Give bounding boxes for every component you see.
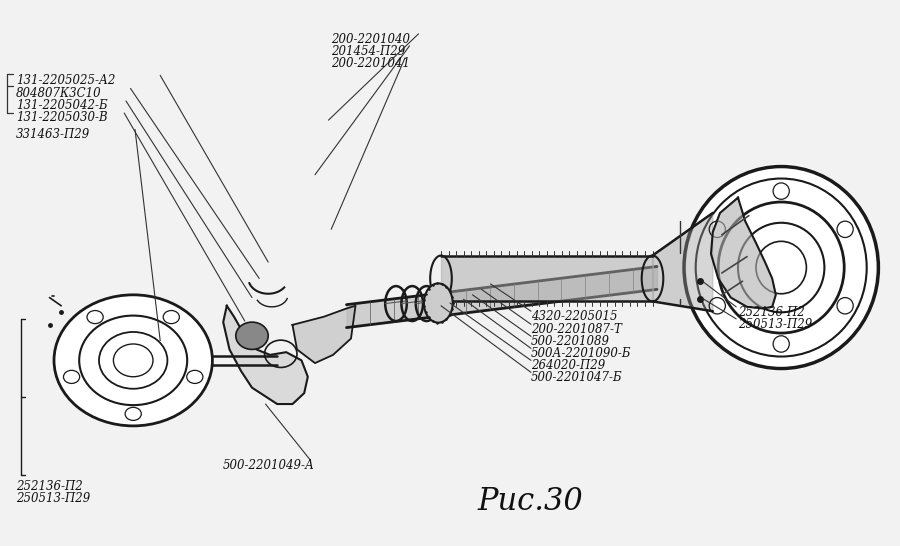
Text: 4320-2205015: 4320-2205015: [531, 310, 617, 323]
Ellipse shape: [236, 322, 268, 349]
Text: 264020-П29: 264020-П29: [531, 359, 605, 372]
Text: 252136-П2: 252136-П2: [738, 306, 805, 319]
Text: 200-2201040: 200-2201040: [331, 33, 410, 46]
Text: 500-2201089: 500-2201089: [531, 335, 610, 348]
Text: 131-2205042-Б: 131-2205042-Б: [16, 99, 108, 112]
Text: 200-2201041: 200-2201041: [331, 57, 410, 70]
Ellipse shape: [54, 295, 212, 426]
Text: 131-2205030-В: 131-2205030-В: [16, 111, 108, 124]
Text: 131-2205025-А2: 131-2205025-А2: [16, 74, 115, 87]
Text: 500А-2201090-Б: 500А-2201090-Б: [531, 347, 632, 360]
Polygon shape: [223, 306, 308, 404]
Polygon shape: [292, 306, 356, 363]
Text: 331463-П29: 331463-П29: [16, 128, 90, 141]
Text: 804807К3С10: 804807К3С10: [16, 87, 102, 100]
Text: 500-2201049-А: 500-2201049-А: [223, 459, 315, 472]
Text: 201454-П29: 201454-П29: [331, 45, 405, 58]
Ellipse shape: [687, 164, 876, 371]
Text: 252136-П2: 252136-П2: [16, 480, 83, 494]
Polygon shape: [652, 213, 713, 311]
Text: 200-2201087-Т: 200-2201087-Т: [531, 323, 622, 336]
Text: 250513-П29: 250513-П29: [738, 318, 812, 331]
Ellipse shape: [424, 283, 453, 323]
Polygon shape: [711, 198, 776, 308]
Text: 250513-П29: 250513-П29: [16, 492, 90, 506]
Text: 500-2201047-Б: 500-2201047-Б: [531, 371, 623, 384]
Text: Рис.30: Рис.30: [477, 486, 583, 517]
